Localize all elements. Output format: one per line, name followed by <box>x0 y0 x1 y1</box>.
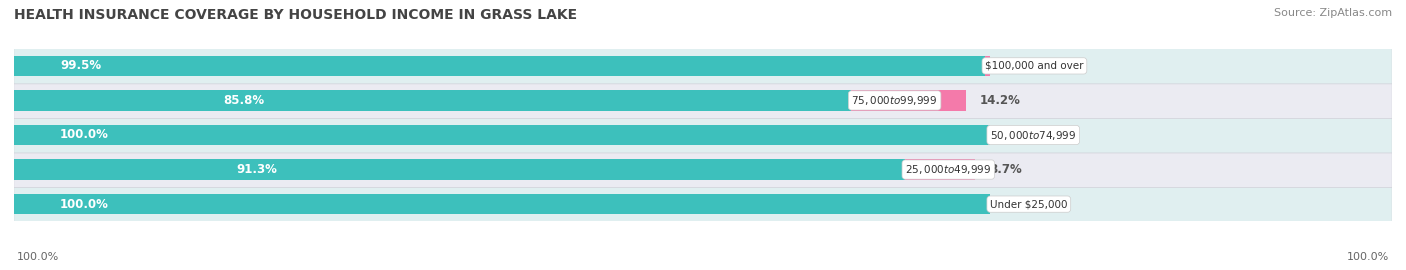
FancyBboxPatch shape <box>14 186 1392 222</box>
Text: 0.55%: 0.55% <box>1004 59 1045 72</box>
Text: HEALTH INSURANCE COVERAGE BY HOUSEHOLD INCOME IN GRASS LAKE: HEALTH INSURANCE COVERAGE BY HOUSEHOLD I… <box>14 8 578 22</box>
Text: $100,000 and over: $100,000 and over <box>986 61 1084 71</box>
Text: 91.3%: 91.3% <box>236 163 278 176</box>
Text: $75,000 to $99,999: $75,000 to $99,999 <box>852 94 938 107</box>
FancyBboxPatch shape <box>14 117 1392 153</box>
Bar <box>14 125 990 145</box>
Text: 100.0%: 100.0% <box>60 129 108 141</box>
FancyBboxPatch shape <box>14 151 1392 188</box>
FancyBboxPatch shape <box>14 48 1392 84</box>
Text: 85.8%: 85.8% <box>224 94 264 107</box>
Text: $25,000 to $49,999: $25,000 to $49,999 <box>905 163 991 176</box>
Text: 14.2%: 14.2% <box>980 94 1021 107</box>
Bar <box>14 90 852 111</box>
Text: Under $25,000: Under $25,000 <box>990 199 1067 209</box>
Text: 100.0%: 100.0% <box>17 252 59 262</box>
Text: 0.0%: 0.0% <box>1004 129 1036 141</box>
Text: 0.0%: 0.0% <box>1004 198 1036 211</box>
Bar <box>14 159 905 180</box>
Text: 100.0%: 100.0% <box>1347 252 1389 262</box>
Bar <box>852 90 966 111</box>
Text: 8.7%: 8.7% <box>990 163 1022 176</box>
FancyBboxPatch shape <box>14 82 1392 119</box>
Text: $50,000 to $74,999: $50,000 to $74,999 <box>990 129 1077 141</box>
Text: 99.5%: 99.5% <box>60 59 101 72</box>
Bar <box>14 56 986 76</box>
Bar <box>905 159 976 180</box>
Text: Source: ZipAtlas.com: Source: ZipAtlas.com <box>1274 8 1392 18</box>
Bar <box>986 56 990 76</box>
Text: 100.0%: 100.0% <box>60 198 108 211</box>
Bar <box>14 194 990 214</box>
